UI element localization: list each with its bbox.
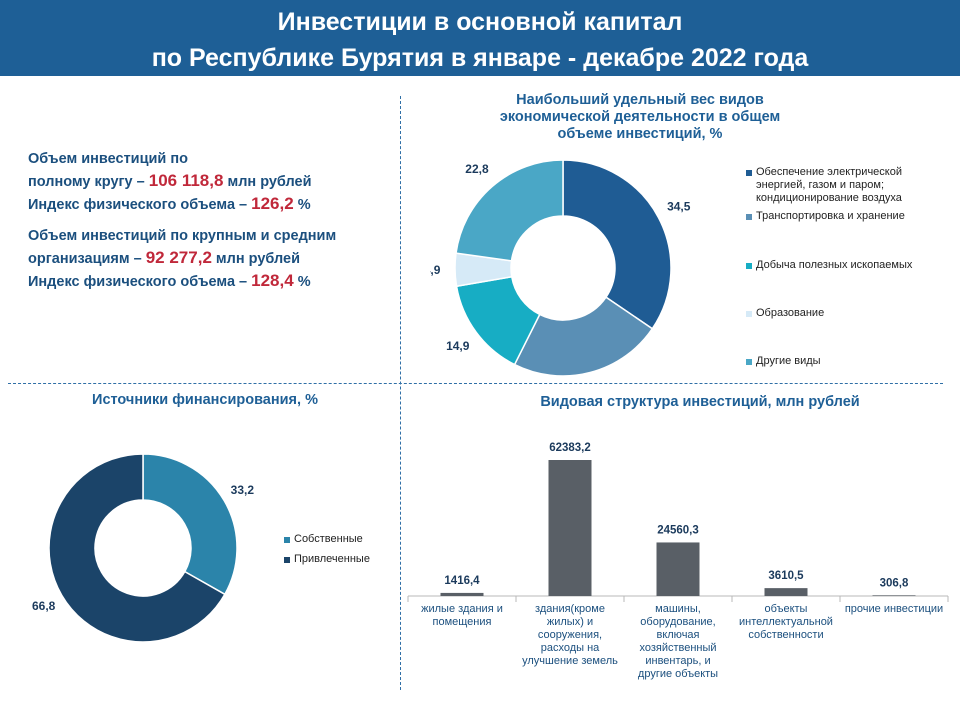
legend-label: Обеспечение электрической энергией, газом…: [756, 166, 902, 204]
legend-label: Транспортировка и хранение: [756, 210, 905, 222]
sources-legend: Собственные Привлеченные: [284, 533, 394, 573]
legend-swatch: [284, 557, 290, 563]
structure-value-label: 306,8: [880, 577, 909, 589]
legend-swatch: [746, 311, 752, 317]
activity-value-label: 4,9: [430, 263, 441, 277]
summary-text: Объем инвестиций по: [28, 151, 188, 167]
structure-category-label: прочие инвестиции: [845, 603, 943, 615]
horizontal-divider: [8, 383, 943, 384]
summary-line: Объем инвестиций по крупным и средним: [28, 226, 398, 247]
structure-bar: [656, 542, 700, 596]
activity-chart-title-line: экономической деятельности в общем: [499, 109, 781, 125]
activity-slice: [455, 159, 564, 262]
summary-line: Индекс физического объема – 126,2 %: [28, 193, 398, 216]
summary-line: Индекс физического объема – 128,4 %: [28, 270, 398, 293]
summary-text: %: [293, 197, 311, 213]
activity-chart-title: Наибольший удельный вес видов экономичес…: [480, 92, 800, 143]
sources-value-label: 33,2: [231, 483, 255, 497]
header-banner: Инвестиции в основной капитал по Республ…: [0, 0, 960, 76]
legend-label: Добыча полезных ископаемых: [756, 259, 913, 271]
legend-swatch: [746, 170, 752, 176]
summary-text: организациям –: [28, 251, 146, 267]
summary-line: полному кругу – 106 118,8 млн рублей: [28, 170, 398, 193]
summary-text: Объем инвестиций по крупным и средним: [28, 228, 337, 244]
structure-value-label: 3610,5: [768, 570, 804, 582]
activity-chart-title-line: Наибольший удельный вес видов: [516, 92, 764, 108]
summary-text: Индекс физического объема –: [28, 274, 252, 290]
summary-text: Индекс физического объема –: [28, 197, 252, 213]
structure-category-label: объекты интеллектуальной собственности: [739, 603, 833, 641]
page-title-line1: Инвестиции в основной капитал: [277, 8, 683, 36]
full-volume-value: 106 118,8: [148, 171, 224, 190]
summary-text: млн рублей: [223, 174, 312, 190]
structure-bar-chart: 1416,4 жилые здания и помещения 62383,2 здан…: [407, 442, 949, 680]
large-volume-value: 92 277,2: [145, 248, 212, 267]
legend-swatch: [746, 359, 752, 365]
legend-label: Другие виды: [756, 355, 821, 367]
structure-value-label: 62383,2: [549, 442, 591, 454]
summary-text: полному кругу –: [28, 174, 149, 190]
large-index-value: 128,4: [251, 271, 294, 290]
activity-value-label: 14,9: [446, 339, 470, 353]
investment-summary: Объем инвестиций по полному кругу – 106 …: [28, 149, 398, 303]
structure-bar: [764, 588, 808, 596]
sources-chart-title: Источники финансирования, %: [92, 392, 318, 408]
structure-bar: [872, 595, 916, 596]
activity-slice: [513, 296, 654, 377]
vertical-divider: [400, 96, 401, 690]
legend-swatch: [746, 263, 752, 269]
legend-swatch: [284, 537, 290, 543]
legend-label: Привлеченные: [294, 553, 370, 565]
full-index-value: 126,2: [251, 194, 294, 213]
structure-category-label: здания(кроме жилых) и сооружения, расходы н…: [522, 603, 618, 667]
activity-chart-title-line: объеме инвестиций, %: [557, 126, 723, 142]
structure-bar: [548, 460, 592, 596]
sources-donut-chart: 33,2 66,8: [32, 453, 255, 643]
summary-block-full: Объем инвестиций по полному кругу – 106 …: [28, 149, 398, 216]
summary-block-large: Объем инвестиций по крупным и средним ор…: [28, 226, 398, 293]
activity-slice: [562, 159, 672, 330]
summary-line: организациям – 92 277,2 млн рублей: [28, 247, 398, 270]
sources-value-label: 66,8: [32, 599, 56, 613]
structure-value-label: 1416,4: [444, 575, 480, 587]
structure-bar: [440, 592, 484, 596]
page-title-line2: по Республике Бурятия в январе - декабре…: [151, 44, 809, 72]
activity-value-label: 22,8: [465, 162, 489, 176]
structure-category-label: жилые здания и помещения: [421, 603, 503, 628]
structure-value-label: 24560,3: [657, 524, 699, 536]
structure-category-label: машины, оборудование, включая хозяйственный…: [638, 603, 718, 680]
structure-chart-title: Видовая структура инвестиций, млн рублей: [540, 394, 860, 410]
summary-line: Объем инвестиций по: [28, 149, 398, 170]
legend-label: Образование: [756, 307, 825, 319]
activity-legend: Обеспечение электрической энергией, газом…: [746, 166, 956, 376]
sources-slice: [142, 453, 238, 596]
legend-swatch: [746, 214, 752, 220]
legend-label: Собственные: [294, 533, 363, 545]
sources-slice: [48, 453, 226, 643]
activity-value-label: 34,5: [667, 200, 691, 214]
summary-text: %: [293, 274, 311, 290]
activity-donut-chart: 34,522,914,94,922,8: [430, 159, 691, 377]
summary-text: млн рублей: [211, 251, 300, 267]
